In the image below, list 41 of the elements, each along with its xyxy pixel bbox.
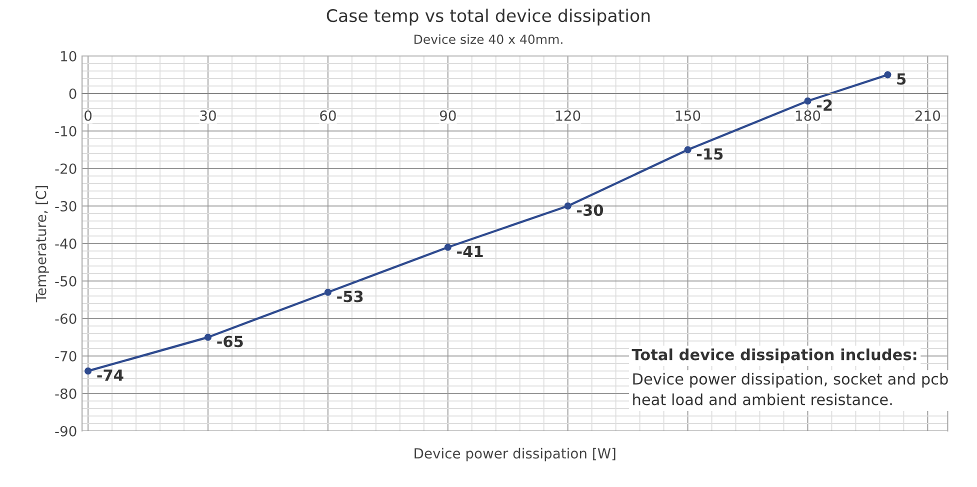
- y-tick-label: 0: [69, 88, 76, 99]
- y-tick-label: -50: [55, 276, 76, 286]
- point: [684, 146, 692, 154]
- y-tick-label: -70: [55, 350, 76, 362]
- y-tick-label: 10: [61, 50, 76, 62]
- point: [84, 368, 92, 374]
- y-axis-title: Temperature, [C]: [36, 186, 49, 302]
- x-tick-label: 150: [676, 110, 700, 121]
- x-tick-label: 180: [796, 110, 820, 121]
- annotation: Total device dissipation includes:: [632, 348, 916, 364]
- data-label: -30: [577, 204, 604, 216]
- data-label: -15: [696, 148, 723, 160]
- x-tick-label: 120: [556, 110, 580, 121]
- data-label: 5: [897, 73, 906, 85]
- chart-title: Case temp vs total device dissipation: [326, 8, 650, 26]
- data-label: -53: [337, 290, 363, 302]
- point: [204, 334, 212, 341]
- x-tick-label: 60: [320, 110, 336, 121]
- y-tick-label: -10: [55, 126, 76, 136]
- data-label: -74: [97, 370, 124, 381]
- y-tick-label: -60: [55, 313, 76, 324]
- x-tick-label: 210: [915, 110, 940, 121]
- data-label: -41: [457, 246, 483, 258]
- point: [444, 244, 452, 251]
- x-tick-label: 90: [440, 110, 456, 121]
- point: [884, 71, 892, 78]
- y-tick-label: -90: [55, 426, 76, 436]
- data-label: -2: [816, 99, 832, 111]
- point: [804, 98, 812, 104]
- x-tick-label: 30: [200, 110, 216, 121]
- x-axis-title: Device power dissipation [W]: [414, 448, 616, 462]
- y-tick-label: -80: [55, 388, 76, 399]
- data-label: -65: [217, 336, 243, 348]
- chart-subtitle: Device size 40 x 40mm.: [414, 34, 562, 44]
- x-tick-label: 0: [84, 110, 92, 121]
- y-tick-label: -20: [55, 163, 76, 174]
- point: [564, 202, 572, 210]
- annotation: Device power dissipation, socket and pcb heat load and ambient resistance.: [633, 372, 948, 406]
- point: [324, 288, 332, 296]
- y-tick-label: -30: [55, 200, 76, 212]
- y-tick-label: -40: [55, 238, 76, 249]
